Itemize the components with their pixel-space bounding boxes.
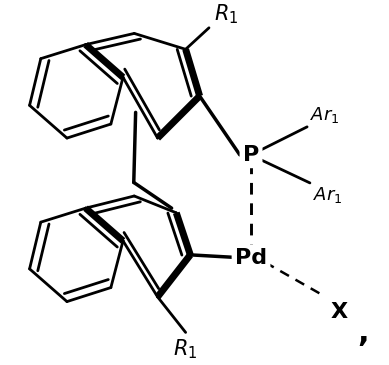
Text: X: X <box>330 301 348 322</box>
Text: $R_1$: $R_1$ <box>173 337 198 361</box>
Text: $R_1$: $R_1$ <box>214 2 238 26</box>
Text: $Ar_1$: $Ar_1$ <box>313 185 342 205</box>
Text: Pd: Pd <box>235 248 267 268</box>
Text: P: P <box>243 145 259 165</box>
Text: ,: , <box>357 319 369 348</box>
Text: $Ar_1$: $Ar_1$ <box>310 105 340 125</box>
